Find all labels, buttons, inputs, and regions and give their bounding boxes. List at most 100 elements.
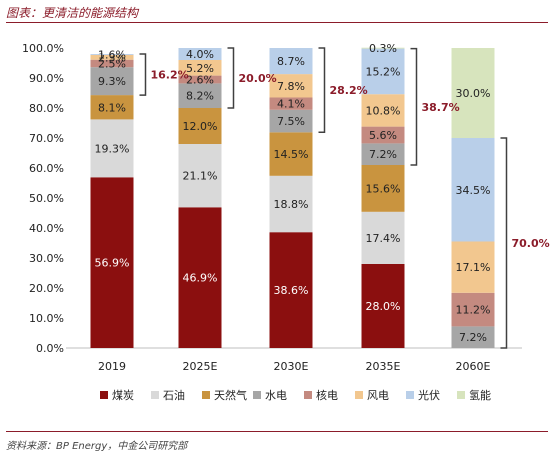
legend-swatch xyxy=(457,391,465,399)
data-label: 11.2% xyxy=(456,304,491,317)
bar-segment xyxy=(178,83,222,108)
y-tick-label: 10.0% xyxy=(29,312,64,325)
annotation-label: 28.2% xyxy=(330,84,368,97)
data-label: 7.8% xyxy=(277,80,305,93)
y-tick-label: 70.0% xyxy=(29,132,64,145)
header-rule xyxy=(6,22,548,23)
data-label: 4.1% xyxy=(277,98,305,111)
legend-swatch xyxy=(406,391,414,399)
legend-swatch xyxy=(202,391,210,399)
data-label: 15.6% xyxy=(366,182,401,195)
legend-swatch xyxy=(151,391,159,399)
source-note: 资料来源：BP Energy，中金公司研究部 xyxy=(6,441,188,452)
data-label: 17.1% xyxy=(456,261,491,274)
data-label: 14.5% xyxy=(274,148,309,161)
bars: 56.9%19.3%8.1%9.3%2.5%2.3%1.6%46.9%21.1%… xyxy=(90,42,495,348)
bar-segment xyxy=(90,177,134,348)
data-label: 19.3% xyxy=(95,142,130,155)
legend-swatch xyxy=(355,391,363,399)
y-tick-label: 0.0% xyxy=(36,342,64,355)
bar-segment xyxy=(178,60,222,76)
bar-segment xyxy=(361,211,405,264)
legend-swatch xyxy=(304,391,312,399)
bar-segment xyxy=(361,143,405,165)
stacked-bar-chart: 0.0% 10.0% 20.0% 30.0% 40.0% 50.0% 60.0% 70.0% 8… xyxy=(22,42,550,402)
annotations: 16.2% 20.0% 28.2% 38.7% 70.0% xyxy=(139,47,550,349)
data-label: 34.5% xyxy=(456,184,491,197)
y-tick-label: 100.0% xyxy=(22,42,64,55)
data-label: 8.2% xyxy=(186,90,214,103)
annotation-label: 70.0% xyxy=(512,237,550,250)
bar-segment xyxy=(361,94,405,127)
legend-label: 煤炭 xyxy=(112,389,134,402)
legend-label: 天然气 xyxy=(214,388,247,402)
y-tick-label: 40.0% xyxy=(29,222,64,235)
data-label: 5.2% xyxy=(186,62,214,75)
bar-segment xyxy=(451,326,495,348)
bar-segment xyxy=(269,232,313,348)
data-label: 56.9% xyxy=(95,257,130,270)
x-tick-label: 2035E xyxy=(366,360,401,373)
data-label: 17.4% xyxy=(366,232,401,245)
legend-label: 风电 xyxy=(367,389,389,402)
data-label: 18.8% xyxy=(274,198,309,211)
bar-segment xyxy=(90,59,134,68)
annotation-bracket xyxy=(500,137,508,349)
legend-label: 氢能 xyxy=(469,388,491,402)
bar-segment xyxy=(451,241,495,293)
y-tick-label: 50.0% xyxy=(29,192,64,205)
bar-segment xyxy=(451,48,495,138)
annotation-bracket xyxy=(227,47,235,109)
y-axis: 0.0% 10.0% 20.0% 30.0% 40.0% 50.0% 60.0% 70.0% 8… xyxy=(22,42,522,355)
bar-segment xyxy=(361,126,405,144)
annotation-bracket xyxy=(410,47,418,166)
data-label: 2.6% xyxy=(186,74,214,87)
bar-segment xyxy=(178,108,222,144)
x-tick-label: 2030E xyxy=(274,360,309,373)
bar-segment xyxy=(90,54,134,60)
bar-segment xyxy=(90,54,134,55)
annotation-label: 38.7% xyxy=(422,101,460,114)
bar-segment xyxy=(361,165,405,212)
y-tick-label: 60.0% xyxy=(29,162,64,175)
y-tick-label: 20.0% xyxy=(29,282,64,295)
y-tick-label: 80.0% xyxy=(29,102,64,115)
bar-segment xyxy=(178,48,222,60)
data-label: 7.5% xyxy=(277,115,305,128)
data-label: 7.2% xyxy=(459,331,487,344)
data-label: 28.0% xyxy=(366,300,401,313)
bar-segment xyxy=(178,75,222,84)
bar-segment xyxy=(90,95,134,120)
bar-segment xyxy=(178,144,222,208)
legend-label: 石油 xyxy=(163,388,185,402)
x-tick-label: 2060E xyxy=(456,360,491,373)
data-label: 2.5% xyxy=(98,57,126,70)
data-label: 8.1% xyxy=(98,101,126,114)
data-label: 46.9% xyxy=(183,272,218,285)
legend-label: 光伏 xyxy=(418,388,440,402)
data-label: 12.0% xyxy=(183,120,218,133)
data-label: 0.3% xyxy=(369,42,397,55)
bar-segment xyxy=(269,97,313,110)
data-label: 10.8% xyxy=(366,104,401,117)
x-tick-label: 2019 xyxy=(98,360,126,373)
x-tick-label: 2025E xyxy=(183,360,218,373)
data-label: 9.3% xyxy=(98,75,126,88)
data-label: 7.2% xyxy=(369,148,397,161)
legend-swatch xyxy=(253,391,261,399)
legend-label: 核电 xyxy=(316,388,338,402)
x-axis: 2019 2025E 2030E 2035E 2060E xyxy=(98,360,491,373)
bar-segment xyxy=(361,264,405,348)
annotation-bracket xyxy=(318,47,326,134)
annotation-label: 16.2% xyxy=(151,69,189,82)
legend: 煤炭 石油 天然气 水电 核电 风电 光伏 氢能 xyxy=(100,388,491,402)
bar-segment xyxy=(269,132,313,176)
bar-segment xyxy=(361,48,405,95)
bar-segment xyxy=(269,48,313,75)
annotation-label: 20.0% xyxy=(239,72,277,85)
footer-rule xyxy=(6,431,548,432)
data-label: 8.7% xyxy=(277,55,305,68)
bar-segment xyxy=(451,292,495,327)
y-tick-label: 30.0% xyxy=(29,252,64,265)
data-label: 38.6% xyxy=(274,284,309,297)
